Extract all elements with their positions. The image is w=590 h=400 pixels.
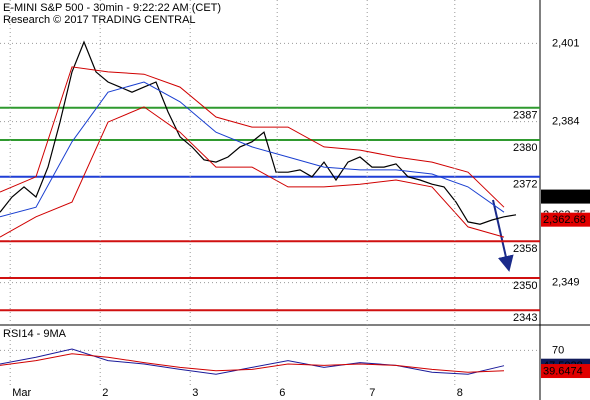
level-label: 2372 xyxy=(513,179,537,191)
x-tick-label: 3 xyxy=(192,387,198,399)
level-label: 2343 xyxy=(513,312,537,324)
y-tick-label: 2,349 xyxy=(552,277,580,289)
price-tag xyxy=(541,189,590,204)
indicator-title: RSI14 - 9MA xyxy=(3,328,67,340)
chart-title: E-MINI S&P 500 - 30min - 9:22:22 AM (CET… xyxy=(3,2,221,14)
level-label: 2358 xyxy=(513,243,537,255)
x-tick-label: 8 xyxy=(457,387,463,399)
series-line xyxy=(0,81,505,218)
x-tick-label: 6 xyxy=(279,387,285,399)
series-line xyxy=(0,353,505,373)
x-tick-label: 2 xyxy=(102,387,108,399)
series-line xyxy=(0,348,505,375)
forecast-arrow xyxy=(492,199,514,272)
level-label: 2350 xyxy=(513,280,537,292)
series-line xyxy=(0,40,517,225)
y-tick-label: 2,401 xyxy=(552,37,580,49)
y-tick-label: 70 xyxy=(552,344,564,356)
level-label: 2387 xyxy=(513,110,537,122)
price-tag xyxy=(541,212,590,227)
x-tick-label: Mar xyxy=(12,387,31,399)
chart-subtitle: Research © 2017 TRADING CENTRAL xyxy=(3,14,196,26)
series-line xyxy=(0,106,505,238)
price-tag-label: 2,362.68 xyxy=(543,214,586,226)
price-tag-label: 39.6474 xyxy=(543,365,583,377)
x-tick-label: 7 xyxy=(369,387,375,399)
series-line xyxy=(0,66,505,208)
level-label: 2380 xyxy=(513,142,537,154)
price-tag xyxy=(541,364,590,379)
price-tag-label: 2,367.7 xyxy=(543,191,580,203)
y-tick-label: 2,384 xyxy=(552,116,580,128)
